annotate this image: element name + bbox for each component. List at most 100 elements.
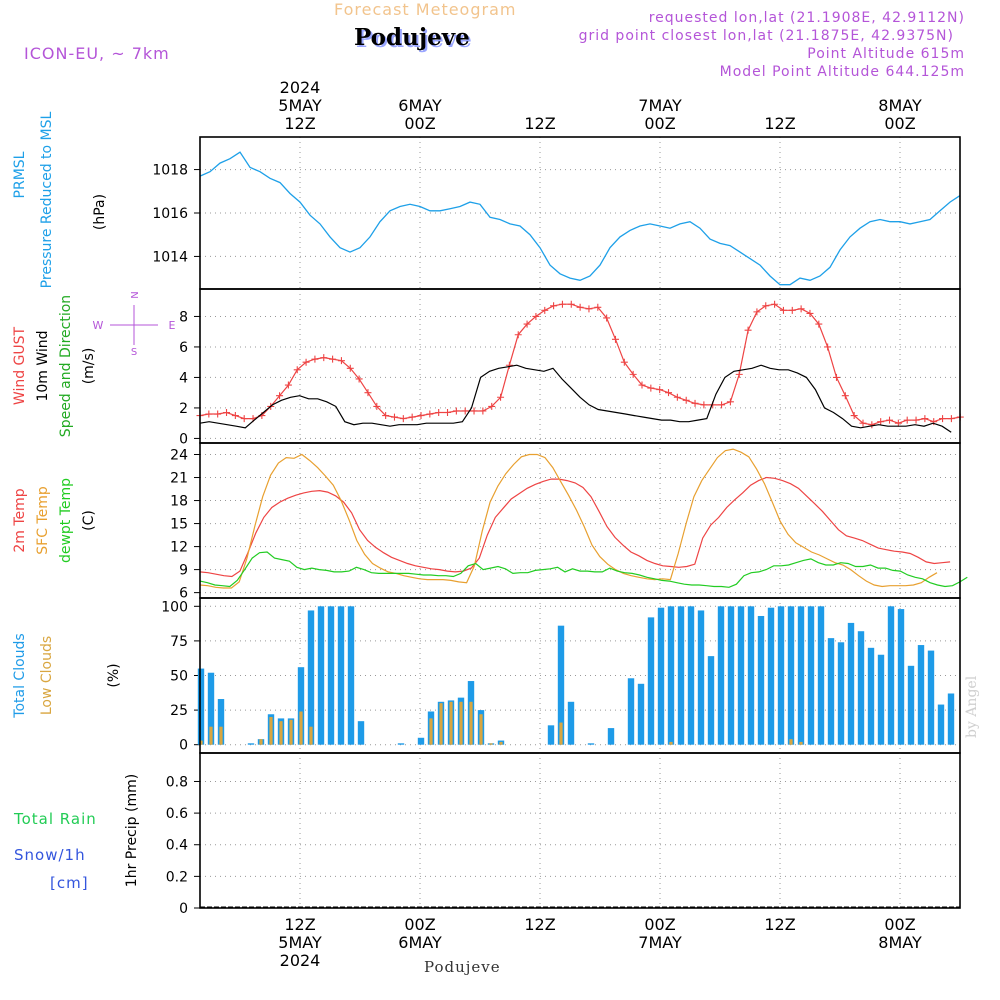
low-cloud-bar bbox=[199, 740, 203, 745]
y-tick-label: 21 bbox=[170, 471, 188, 487]
low-cloud-bar bbox=[279, 721, 283, 745]
total-cloud-bar bbox=[677, 606, 685, 745]
dewpt-line bbox=[199, 551, 968, 588]
gust-marker bbox=[470, 407, 478, 415]
gust-line bbox=[199, 303, 961, 426]
total-cloud-bar bbox=[627, 678, 635, 745]
chart-title: Podujeve bbox=[354, 24, 470, 51]
total-cloud-bar bbox=[317, 606, 325, 745]
low-cloud-bar bbox=[259, 739, 263, 745]
gust-marker bbox=[797, 305, 805, 313]
total-cloud-bar bbox=[637, 683, 645, 745]
y-tick-label: 6 bbox=[179, 586, 188, 602]
gust-marker bbox=[638, 381, 646, 389]
total-cloud-bar bbox=[797, 606, 805, 745]
y-tick-label: 0 bbox=[179, 738, 188, 754]
gust-marker bbox=[673, 393, 681, 401]
total-cloud-bar bbox=[247, 743, 255, 745]
gust-marker bbox=[452, 407, 460, 415]
bottom-time-label: 7MAY bbox=[638, 933, 682, 952]
gust-marker bbox=[788, 306, 796, 314]
panel-pressure: 1014 1016 1018 PRMSL Pressure Reduced to MSL… bbox=[12, 111, 961, 290]
y-axis-label: (%) bbox=[106, 663, 122, 687]
gust-marker bbox=[240, 415, 248, 423]
gust-marker bbox=[435, 409, 443, 417]
precip-legend-label: [cm] bbox=[50, 874, 89, 892]
gust-marker bbox=[567, 300, 575, 308]
total-cloud-bar bbox=[747, 606, 755, 745]
gust-marker bbox=[832, 373, 840, 381]
gust-marker bbox=[647, 384, 655, 392]
gust-marker bbox=[762, 302, 770, 310]
gust-marker bbox=[815, 320, 823, 328]
gust-marker bbox=[877, 418, 885, 426]
gust-marker bbox=[329, 355, 337, 363]
y-axis-label: Speed and Direction bbox=[58, 295, 74, 437]
bottom-time-label: 2024 bbox=[280, 951, 321, 970]
wind-line bbox=[199, 364, 952, 433]
panel-clouds: 0 25 50 75 100 Total Clouds Low Clouds (%) bbox=[12, 597, 961, 754]
gust-marker bbox=[444, 409, 452, 417]
gust-marker bbox=[894, 419, 902, 427]
y-tick-label: 100 bbox=[161, 599, 188, 615]
gust-marker bbox=[718, 401, 726, 409]
gust-marker bbox=[912, 416, 920, 424]
gust-marker bbox=[550, 302, 558, 310]
y-tick-label: 0.6 bbox=[166, 806, 188, 822]
gust-marker bbox=[735, 370, 743, 378]
low-cloud-bar bbox=[269, 717, 273, 745]
gust-marker bbox=[541, 306, 549, 314]
gust-marker bbox=[620, 358, 628, 366]
top-time-label: 8MAY bbox=[878, 96, 922, 115]
total-cloud-bar bbox=[867, 647, 875, 745]
total-cloud-bar bbox=[847, 622, 855, 745]
low-cloud-bar bbox=[439, 703, 443, 745]
low-cloud-bar bbox=[799, 741, 803, 745]
panel-precip: 0 0.2 0.4 0.6 0.8 1hr Precip (mm) Total Rain Sn… bbox=[13, 752, 961, 917]
total-cloud-bar bbox=[777, 606, 785, 745]
total-cloud-bar bbox=[907, 665, 915, 745]
requested-location: requested lon,lat (21.1908E, 42.9112N) bbox=[648, 10, 965, 26]
total-cloud-bar bbox=[877, 654, 885, 745]
gust-marker bbox=[231, 412, 239, 420]
top-time-label: 6MAY bbox=[398, 96, 442, 115]
gust-marker bbox=[320, 354, 328, 362]
gust-marker bbox=[302, 358, 310, 366]
signature-watermark: by Angel bbox=[964, 675, 980, 738]
low-cloud-bar bbox=[289, 719, 293, 745]
gust-marker bbox=[426, 410, 434, 418]
total-cloud-bar bbox=[837, 642, 845, 745]
low-cloud-bar bbox=[219, 726, 223, 745]
compass-east: E bbox=[169, 319, 176, 332]
y-tick-label: 50 bbox=[170, 669, 188, 685]
gust-marker bbox=[505, 361, 513, 369]
t2m-line bbox=[199, 476, 951, 578]
panel-frame bbox=[199, 752, 961, 909]
gust-marker bbox=[903, 416, 911, 424]
gust-marker bbox=[665, 389, 673, 397]
compass-south: S bbox=[131, 347, 137, 358]
bottom-time-label: 12Z bbox=[764, 915, 795, 934]
chart-subtitle: Forecast Meteogram bbox=[334, 0, 517, 19]
gust-marker bbox=[603, 314, 611, 322]
total-cloud-bar bbox=[307, 610, 315, 745]
total-cloud-bar bbox=[297, 667, 305, 745]
y-tick-label: 1018 bbox=[152, 163, 188, 179]
total-cloud-bar bbox=[737, 606, 745, 745]
total-cloud-bar bbox=[207, 672, 215, 745]
meteogram-panels: 1014 1016 1018 PRMSL Pressure Reduced to MSL… bbox=[12, 111, 968, 917]
gust-marker bbox=[399, 415, 407, 423]
total-cloud-bar bbox=[697, 610, 705, 745]
low-cloud-bar bbox=[299, 711, 303, 745]
top-time-label: 12Z bbox=[764, 114, 795, 133]
gust-marker bbox=[886, 416, 894, 424]
low-cloud-bar bbox=[489, 743, 493, 745]
low-cloud-bar bbox=[479, 714, 483, 745]
y-tick-label: 25 bbox=[170, 703, 188, 719]
top-time-label: 5MAY bbox=[278, 96, 322, 115]
total-cloud-bar bbox=[827, 638, 835, 745]
total-cloud-bar bbox=[567, 701, 575, 745]
low-cloud-bar bbox=[459, 701, 463, 745]
gust-marker bbox=[223, 409, 231, 417]
